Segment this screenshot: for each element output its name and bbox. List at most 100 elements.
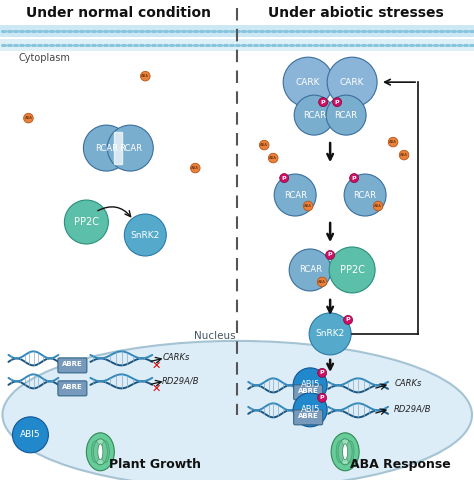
Text: CARK: CARK xyxy=(296,78,320,87)
Text: Under normal condition: Under normal condition xyxy=(26,6,211,20)
Text: RD29A/B: RD29A/B xyxy=(393,404,431,413)
Text: SnRK2: SnRK2 xyxy=(316,329,345,338)
Circle shape xyxy=(326,251,335,260)
Text: ABA: ABA xyxy=(400,153,408,157)
Text: ABA: ABA xyxy=(25,116,32,120)
Ellipse shape xyxy=(86,433,114,471)
Text: ABA: ABA xyxy=(374,204,382,208)
Circle shape xyxy=(289,249,331,291)
Text: ✕: ✕ xyxy=(152,384,161,394)
Circle shape xyxy=(274,174,316,216)
Text: PP2C: PP2C xyxy=(339,265,365,275)
Circle shape xyxy=(399,150,409,160)
Circle shape xyxy=(318,368,327,377)
Circle shape xyxy=(12,417,48,453)
Text: P: P xyxy=(320,371,325,375)
Text: Nucleus: Nucleus xyxy=(194,331,236,341)
Ellipse shape xyxy=(93,439,107,465)
Text: ABRE: ABRE xyxy=(62,361,83,367)
FancyBboxPatch shape xyxy=(58,358,87,373)
Circle shape xyxy=(303,201,313,211)
Circle shape xyxy=(333,97,342,107)
Circle shape xyxy=(124,214,166,256)
Circle shape xyxy=(140,72,150,81)
Text: ABRE: ABRE xyxy=(62,384,83,390)
Text: ABI5: ABI5 xyxy=(301,380,320,389)
Text: ABRE: ABRE xyxy=(298,413,319,420)
FancyBboxPatch shape xyxy=(58,381,87,396)
Circle shape xyxy=(350,174,359,182)
Circle shape xyxy=(318,277,327,287)
Text: ABI5: ABI5 xyxy=(301,405,320,414)
Text: RCAR: RCAR xyxy=(335,110,357,120)
Circle shape xyxy=(327,57,377,107)
Text: RCAR: RCAR xyxy=(354,191,377,200)
Ellipse shape xyxy=(101,441,109,463)
Text: PP2C: PP2C xyxy=(74,217,99,227)
Circle shape xyxy=(64,200,109,244)
Text: ✕: ✕ xyxy=(152,361,161,371)
Text: ABA: ABA xyxy=(389,140,397,144)
Ellipse shape xyxy=(2,341,472,480)
Ellipse shape xyxy=(331,433,359,471)
FancyBboxPatch shape xyxy=(294,410,323,425)
Text: RD29A/B: RD29A/B xyxy=(162,376,199,385)
Ellipse shape xyxy=(91,441,100,463)
Text: RCAR: RCAR xyxy=(303,110,326,120)
Ellipse shape xyxy=(343,444,347,460)
Text: P: P xyxy=(346,317,350,323)
Text: CARK: CARK xyxy=(340,78,365,87)
Text: CARKs: CARKs xyxy=(394,379,422,388)
FancyBboxPatch shape xyxy=(294,385,323,400)
Circle shape xyxy=(344,315,353,324)
Circle shape xyxy=(280,174,289,182)
Text: RCAR: RCAR xyxy=(119,144,142,153)
Text: ABA: ABA xyxy=(318,280,326,284)
Text: ABA: ABA xyxy=(141,74,149,78)
Circle shape xyxy=(268,153,278,163)
Text: ABA Response: ABA Response xyxy=(350,458,450,471)
Text: P: P xyxy=(335,100,339,105)
Bar xyxy=(0,25,474,37)
Text: CARKs: CARKs xyxy=(163,353,190,362)
Text: RCAR: RCAR xyxy=(283,191,307,200)
Text: ABRE: ABRE xyxy=(298,388,319,395)
Circle shape xyxy=(319,97,328,107)
Text: ABI5: ABI5 xyxy=(20,430,41,439)
Text: P: P xyxy=(320,396,325,400)
Text: SnRK2: SnRK2 xyxy=(131,230,160,240)
Text: P: P xyxy=(352,176,356,180)
Circle shape xyxy=(259,140,269,150)
Circle shape xyxy=(24,113,33,123)
Circle shape xyxy=(344,174,386,216)
Ellipse shape xyxy=(338,439,352,465)
Text: ABA: ABA xyxy=(260,143,268,147)
Circle shape xyxy=(293,368,327,402)
Text: P: P xyxy=(328,252,332,257)
Text: P: P xyxy=(321,100,326,105)
Circle shape xyxy=(388,137,398,147)
Circle shape xyxy=(329,247,375,293)
Circle shape xyxy=(374,201,383,211)
Text: Plant Growth: Plant Growth xyxy=(109,458,201,471)
Circle shape xyxy=(191,163,200,173)
Text: ABA: ABA xyxy=(304,204,312,208)
Circle shape xyxy=(309,313,351,355)
Circle shape xyxy=(326,95,366,135)
Text: RCAR: RCAR xyxy=(95,144,118,153)
Ellipse shape xyxy=(346,441,354,463)
Polygon shape xyxy=(114,132,122,164)
Text: P: P xyxy=(282,176,286,180)
Bar xyxy=(0,39,474,51)
Ellipse shape xyxy=(336,441,344,463)
Circle shape xyxy=(83,125,129,171)
Circle shape xyxy=(283,57,333,107)
Ellipse shape xyxy=(98,444,103,460)
Circle shape xyxy=(293,393,327,427)
Circle shape xyxy=(107,125,153,171)
Circle shape xyxy=(294,95,334,135)
Text: ABA: ABA xyxy=(269,156,277,160)
Text: Under abiotic stresses: Under abiotic stresses xyxy=(268,6,444,20)
Text: Cytoplasm: Cytoplasm xyxy=(18,53,70,63)
Circle shape xyxy=(318,393,327,402)
